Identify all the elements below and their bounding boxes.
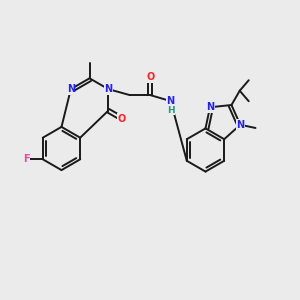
Text: N: N [67, 84, 75, 94]
Text: N: N [167, 96, 175, 106]
Text: N: N [104, 84, 112, 94]
Text: O: O [118, 113, 126, 124]
Text: O: O [146, 72, 154, 82]
Text: N: N [206, 102, 214, 112]
Text: N: N [236, 120, 244, 130]
Text: F: F [23, 154, 30, 164]
Text: H: H [167, 106, 175, 115]
